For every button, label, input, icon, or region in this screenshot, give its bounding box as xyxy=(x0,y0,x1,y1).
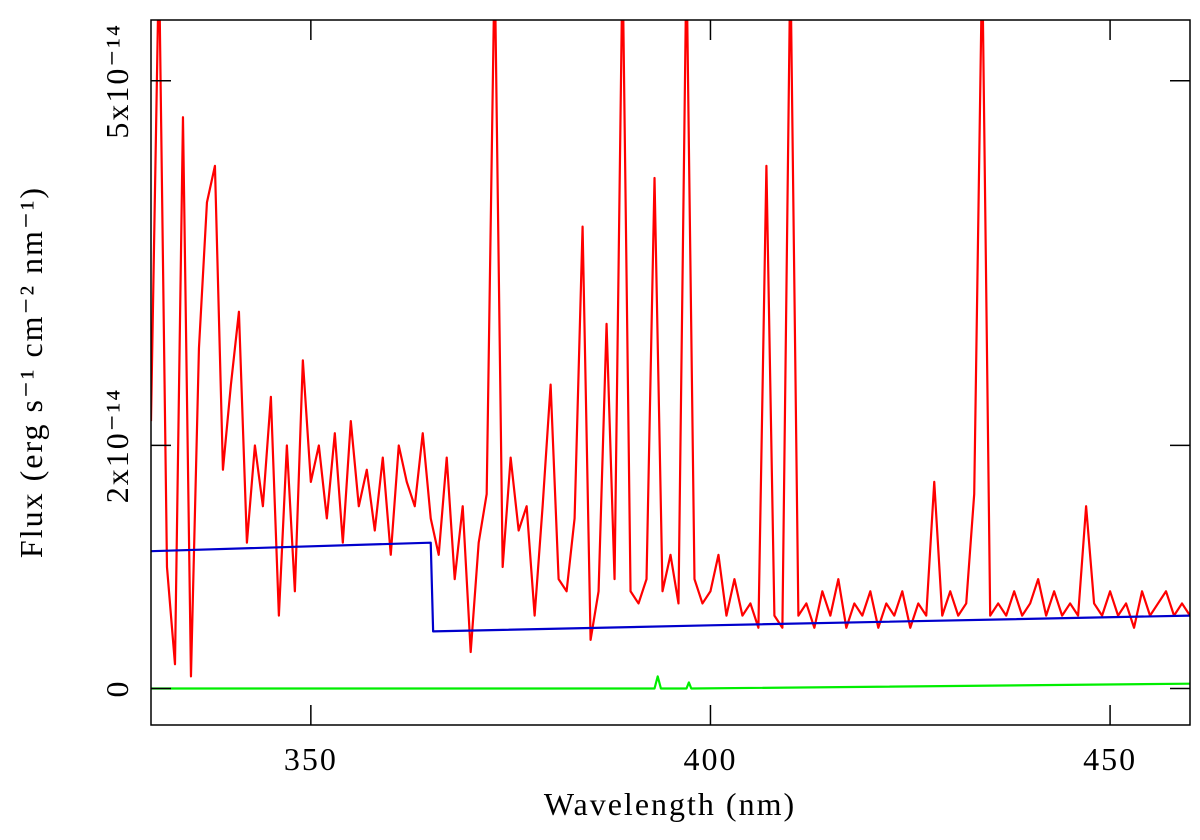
y-axis-label: Flux (erg s⁻¹ cm⁻² nm⁻¹) xyxy=(13,186,49,558)
plot-frame xyxy=(150,19,1191,726)
spectrum-line xyxy=(151,20,1190,678)
y-tick-label: 0 xyxy=(99,680,135,698)
x-tick-label: 450 xyxy=(1083,741,1137,777)
x-axis-label: Wavelength (nm) xyxy=(544,786,796,822)
spectrum-line xyxy=(151,541,1190,633)
x-tick-label: 350 xyxy=(284,741,338,777)
y-tick-label: 5x10⁻¹⁴ xyxy=(99,23,135,139)
y-tick-label: 2x10⁻¹⁴ xyxy=(99,388,135,504)
spectrum-line xyxy=(151,675,1190,690)
x-tick-label: 400 xyxy=(683,741,737,777)
